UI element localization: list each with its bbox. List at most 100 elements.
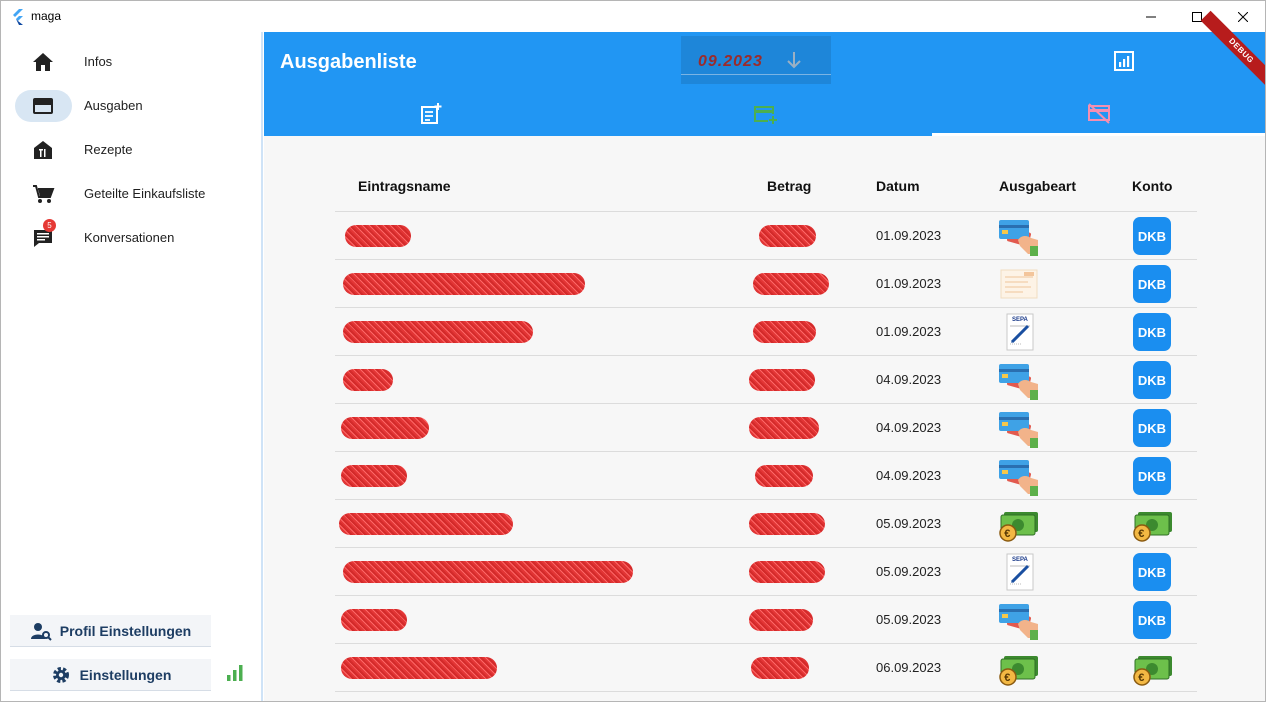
expense-list-area: Eintragsname Betrag Datum Ausgabeart Kon… xyxy=(264,136,1265,701)
redacted-entry-name xyxy=(341,657,497,679)
redacted-amount xyxy=(749,417,819,439)
tab-card-off[interactable] xyxy=(932,92,1265,136)
redacted-amount xyxy=(753,321,816,343)
window-title: maga xyxy=(31,9,62,23)
svg-text:€: € xyxy=(1138,672,1144,684)
sidebar-item-label: Rezepte xyxy=(84,142,133,157)
redacted-amount xyxy=(749,513,825,535)
table-row[interactable]: 05.09.2023 DKB xyxy=(335,596,1197,644)
sidebar-item-infos[interactable]: Infos xyxy=(15,46,247,78)
home-icon xyxy=(33,53,53,71)
sidebar-item-konversationen[interactable]: 5 Konversationen xyxy=(15,219,247,254)
sepa-payment-icon: SEPA xyxy=(998,312,1040,352)
sepa-payment-icon: SEPA xyxy=(998,552,1040,592)
cash-account-icon: € xyxy=(1132,648,1172,688)
redacted-entry-name xyxy=(343,369,393,391)
table-row[interactable]: 04.09.2023 DKB xyxy=(335,404,1197,452)
column-header-date: Datum xyxy=(876,178,920,194)
tab-add-card[interactable] xyxy=(598,92,931,136)
dkb-label: DKB xyxy=(1133,217,1171,255)
dkb-account-icon: DKB xyxy=(1132,456,1172,496)
profile-settings-label: Profil Einstellungen xyxy=(59,622,192,639)
entry-date: 05.09.2023 xyxy=(876,612,942,627)
close-button[interactable] xyxy=(1220,1,1265,32)
dkb-account-icon: DKB xyxy=(1132,360,1172,400)
entry-date: 05.09.2023 xyxy=(876,516,942,531)
dkb-label: DKB xyxy=(1133,457,1171,495)
table-row[interactable]: 05.09.2023 SEPA DKB xyxy=(335,548,1197,596)
maximize-icon xyxy=(1192,11,1202,22)
dkb-label: DKB xyxy=(1133,409,1171,447)
redacted-amount xyxy=(749,609,813,631)
card-payment-icon xyxy=(998,408,1040,448)
table-row[interactable]: 04.09.2023 DKB xyxy=(335,452,1197,500)
table-header: Eintragsname Betrag Datum Ausgabeart Kon… xyxy=(335,164,1197,212)
table-row[interactable]: 04.09.2023 DKB xyxy=(335,356,1197,404)
table-row[interactable]: 01.09.2023 DKB xyxy=(335,260,1197,308)
redacted-entry-name xyxy=(341,465,407,487)
minimize-icon xyxy=(1146,16,1156,17)
table-row[interactable]: 05.09.2023 € € xyxy=(335,500,1197,548)
entry-date: 01.09.2023 xyxy=(876,228,942,243)
redacted-amount xyxy=(759,225,816,247)
maximize-button[interactable] xyxy=(1174,1,1220,32)
card-payment-icon xyxy=(998,360,1040,400)
analytics-icon[interactable] xyxy=(1112,49,1136,73)
sidebar-item-ausgaben[interactable]: Ausgaben xyxy=(15,90,247,122)
tab-add-entry[interactable] xyxy=(264,92,597,136)
table-row[interactable]: 01.09.2023 SEPA DKB xyxy=(335,308,1197,356)
sidebar-item-label: Ausgaben xyxy=(84,98,143,113)
cash-account-icon: € xyxy=(1132,504,1172,544)
dkb-account-icon: DKB xyxy=(1132,600,1172,640)
chat-icon xyxy=(34,230,52,247)
dkb-account-icon: DKB xyxy=(1132,216,1172,256)
dkb-label: DKB xyxy=(1133,601,1171,639)
flutter-logo-icon xyxy=(13,9,23,25)
redacted-entry-name xyxy=(341,609,407,631)
dkb-label: DKB xyxy=(1133,553,1171,591)
entry-date: 06.09.2023 xyxy=(876,660,942,675)
sidebar-item-label: Konversationen xyxy=(84,230,175,245)
cash-payment-icon: € xyxy=(998,504,1040,544)
sidebar-item-rezepte[interactable]: Rezepte xyxy=(15,134,247,166)
column-header-type: Ausgabeart xyxy=(999,178,1077,194)
redacted-entry-name xyxy=(343,321,533,343)
minimize-button[interactable] xyxy=(1128,1,1174,32)
card-payment-icon xyxy=(998,600,1040,640)
redacted-entry-name xyxy=(345,225,411,247)
signal-strength-icon xyxy=(227,665,243,681)
sidebar-item-einkaufsliste[interactable]: Geteilte Einkaufsliste xyxy=(15,178,247,210)
entry-date: 04.09.2023 xyxy=(876,420,942,435)
page-title: Ausgabenliste xyxy=(280,51,417,73)
profile-settings-button[interactable]: Profil Einstellungen xyxy=(10,615,211,647)
credit-card-icon xyxy=(33,98,53,114)
entry-date: 04.09.2023 xyxy=(876,372,942,387)
title-bar: maga xyxy=(1,1,1265,32)
dkb-account-icon: DKB xyxy=(1132,264,1172,304)
close-icon xyxy=(1238,11,1248,22)
table-row[interactable]: 06.09.2023 € € xyxy=(335,644,1197,692)
redacted-amount xyxy=(751,657,809,679)
cash-payment-icon: € xyxy=(998,648,1040,688)
entry-date: 05.09.2023 xyxy=(876,564,942,579)
svg-text:€: € xyxy=(1004,528,1010,540)
card-payment-icon xyxy=(998,456,1040,496)
add-note-icon xyxy=(420,103,441,124)
arrow-down-icon xyxy=(787,52,801,69)
settings-button[interactable]: Einstellungen xyxy=(10,659,211,691)
card-payment-icon xyxy=(998,216,1040,256)
month-underline xyxy=(681,74,831,75)
svg-text:€: € xyxy=(1004,672,1010,684)
dkb-label: DKB xyxy=(1133,361,1171,399)
table-row[interactable]: 01.09.2023 DKB xyxy=(335,212,1197,260)
receipt-payment-icon xyxy=(998,264,1040,304)
column-header-name: Eintragsname xyxy=(358,178,451,194)
restaurant-icon xyxy=(34,141,52,159)
redacted-entry-name xyxy=(341,417,429,439)
month-selector[interactable]: 09.2023 xyxy=(681,36,831,84)
svg-text:SEPA: SEPA xyxy=(1012,317,1029,323)
expense-table: Eintragsname Betrag Datum Ausgabeart Kon… xyxy=(335,164,1197,692)
navigation-sidebar: Infos Ausgaben Rezepte Geteilte Einkaufs… xyxy=(1,32,263,701)
redacted-amount xyxy=(749,369,815,391)
redacted-entry-name xyxy=(339,513,513,535)
